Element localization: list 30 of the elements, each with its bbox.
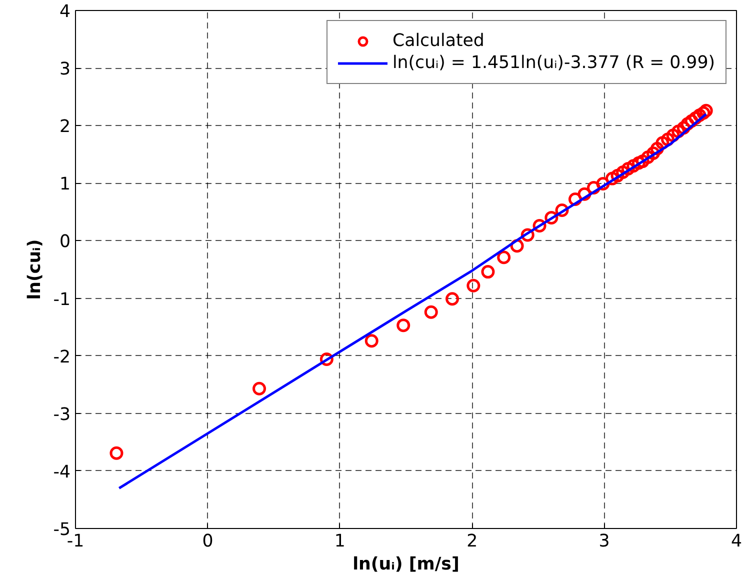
legend-label: ln(cuᵢ) = 1.451ln(uᵢ)-3.377 (R = 0.99) xyxy=(392,53,715,73)
x-tick-label: 2 xyxy=(466,532,478,552)
point xyxy=(497,250,511,264)
line-series xyxy=(118,112,708,490)
point xyxy=(699,104,713,118)
x-tick-label: 1 xyxy=(334,532,346,552)
y-tick-label: 0 xyxy=(59,232,71,252)
point xyxy=(481,265,495,279)
x-tick-label: 0 xyxy=(202,532,214,552)
point xyxy=(364,334,378,348)
point xyxy=(252,382,266,396)
point xyxy=(466,278,480,292)
y-tick-label: -5 xyxy=(53,520,71,540)
y-tick-label: 1 xyxy=(59,174,71,195)
x-axis-title: ln(uᵢ) [m/s] xyxy=(352,554,460,574)
point xyxy=(424,305,438,319)
x-tick-label: 3 xyxy=(598,532,610,552)
y-axis-title: ln(cuᵢ) xyxy=(25,239,46,300)
point xyxy=(396,318,410,332)
y-tick-label: -2 xyxy=(53,347,71,368)
x-tick-label: 4 xyxy=(730,532,742,552)
y-tick-label: 3 xyxy=(59,60,71,80)
y-tick-label: 4 xyxy=(59,2,71,22)
y-tick-label: -4 xyxy=(53,462,71,482)
point xyxy=(446,292,460,306)
y-tick-label: -3 xyxy=(53,404,71,425)
y-tick-label: -1 xyxy=(53,290,71,310)
legend-label: Calculated xyxy=(392,31,484,51)
y-tick-label: 2 xyxy=(59,117,71,138)
point xyxy=(110,446,124,460)
